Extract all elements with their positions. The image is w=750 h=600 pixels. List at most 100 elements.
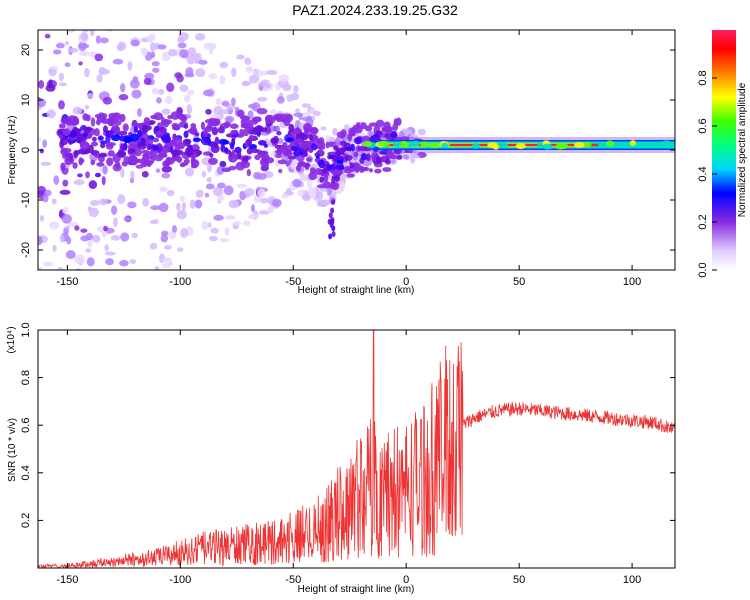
spectrogram-cell: [290, 162, 296, 170]
spectrogram-cell: [145, 20, 150, 27]
spectrogram-cell: [150, 42, 156, 53]
spectrogram-cell: [126, 18, 131, 23]
spectrogram-cell: [224, 227, 230, 236]
spectrogram-cell: [158, 202, 169, 213]
spectrogram-cell: [64, 117, 74, 126]
spectrogram-cell: [258, 210, 270, 215]
spectrogram-cell: [492, 143, 499, 150]
spectrogram-cell: [282, 142, 288, 148]
spectrogram-cell: [88, 207, 99, 218]
spectrogram-cell: [127, 201, 137, 209]
spectrogram-cell: [92, 234, 101, 243]
spectrogram-cell: [180, 115, 188, 123]
spectrogram-cell: [256, 108, 268, 115]
spectrogram-cell: [51, 198, 57, 205]
spectrogram-cell: [307, 186, 317, 197]
spectrogram-cell: [91, 136, 97, 142]
x-tick-label: -50: [285, 574, 301, 586]
spectrogram-cell: [331, 231, 336, 238]
spectrogram-cell: [57, 267, 64, 270]
spectrogram-cell: [120, 232, 130, 242]
spectrogram-cell: [214, 136, 220, 146]
spectrogram-cell: [77, 173, 83, 178]
spectrogram-cell: [90, 141, 99, 147]
spectrogram-cell: [79, 141, 89, 151]
spectrogram-cell: [196, 150, 203, 155]
spectrogram-cell: [72, 106, 83, 115]
spectrogram-cell: [353, 137, 363, 145]
spectrogram-cell: [300, 174, 309, 181]
spectrogram-cell: [59, 189, 71, 195]
spectrogram-cell: [147, 143, 152, 150]
spectrogram-cell: [103, 225, 108, 232]
spectrogram-cell: [128, 155, 138, 161]
spectrogram-cell: [195, 189, 204, 198]
spectrogram-cell: [299, 142, 309, 149]
spectrogram-cell: [223, 185, 234, 196]
x-tick-label: -50: [285, 276, 301, 288]
x-tick-label: -100: [169, 574, 191, 586]
spectrogram-cell: [102, 125, 108, 134]
spectrogram-cell: [42, 261, 54, 267]
spectrogram-cell: [329, 221, 334, 228]
spectrogram-cell: [278, 74, 289, 83]
spectrogram-cell: [266, 69, 278, 76]
chart-title: PAZ1.2024.233.19.25.G32: [292, 2, 458, 18]
spectrogram-cell: [164, 95, 173, 104]
spectrogram-cell: [573, 141, 585, 148]
spectrogram-cell: [385, 159, 391, 165]
spectrogram-cell: [230, 97, 236, 107]
spectrogram-cell: [353, 162, 359, 167]
spectrogram-cell: [61, 214, 72, 224]
spectrogram-cell: [99, 37, 109, 44]
spectrogram-cell: [98, 198, 108, 206]
spectrogram-cell: [184, 167, 195, 177]
spectrogram-cell: [333, 153, 339, 163]
spectrogram-cell: [232, 221, 242, 226]
spectrogram-cell: [203, 89, 214, 97]
spectrogram-cell: [179, 84, 189, 92]
spectrogram-cell: [74, 225, 80, 231]
spectrogram-cell: [555, 143, 566, 150]
spectrogram-cell: [306, 157, 313, 162]
spectrogram-cell: [242, 128, 250, 137]
spectrogram-cell: [252, 69, 263, 77]
spectrogram-cell: [334, 175, 341, 182]
spectrogram-cell: [40, 161, 52, 166]
spectrogram-cell: [336, 159, 344, 164]
spectrogram-cell: [303, 122, 312, 132]
spectrogram-cell: [239, 128, 244, 137]
spectrogram-cell: [116, 43, 124, 52]
spectrogram-cell: [150, 154, 155, 164]
spectrogram-cell: [184, 138, 192, 145]
spectrogram-cell: [96, 162, 105, 167]
spectrogram-cell: [163, 245, 172, 250]
spectrogram-cell: [314, 168, 323, 175]
spectrogram-cell: [331, 177, 336, 184]
spectrogram-cell: [267, 205, 274, 213]
spectrogram-cell: [131, 89, 142, 99]
spectrogram-cell: [261, 155, 268, 165]
spectrogram-cell: [537, 141, 544, 148]
spectrogram-cell: [164, 135, 171, 144]
spectrogram-cell: [58, 123, 66, 129]
spectrogram-cell: [542, 143, 553, 150]
spectrogram-cell: [152, 144, 158, 151]
spectrogram-cell: [308, 133, 313, 141]
spectrogram-cell: [158, 88, 165, 95]
spectrogram-cell: [119, 83, 126, 93]
spectrogram-cell: [209, 235, 218, 242]
spectrogram-cell: [382, 167, 392, 172]
spectrogram-cell: [246, 147, 253, 155]
spectrogram-cell: [102, 96, 113, 105]
spectrogram-cell: [219, 74, 226, 85]
spectrogram-cell: [244, 57, 252, 65]
spectrogram-cell: [428, 142, 441, 149]
spectrogram-cell: [204, 193, 210, 198]
spectrogram-cell: [94, 53, 104, 62]
spectrogram-cell: [97, 135, 104, 141]
spectrogram-cell: [316, 184, 327, 189]
spectrogram-cell: [584, 141, 592, 148]
snr-x-label: Height of straight line (km): [298, 584, 415, 595]
spectrogram-cell: [158, 153, 163, 158]
